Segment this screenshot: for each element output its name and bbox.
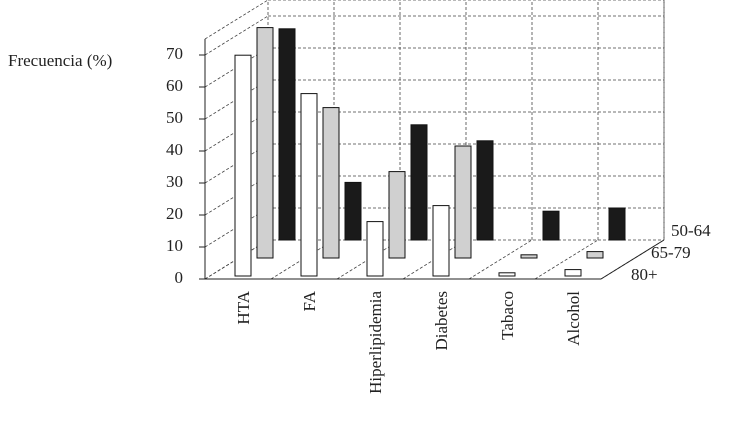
y-tick-label: 40 [166,140,183,159]
bar [322,107,340,259]
bar [366,221,384,277]
y-tick-label: 30 [166,172,183,191]
x-tick-label: Diabetes [432,291,451,350]
bar [498,272,516,277]
bar [300,93,318,277]
y-tick-label: 10 [166,236,183,255]
axis-line [600,239,665,280]
y-tick-label: 20 [166,204,183,223]
floor-divider [534,239,599,280]
bar [432,205,450,277]
wall-edge [204,0,269,40]
bar [388,171,406,259]
x-tick-label: HTA [234,290,253,324]
bar [344,181,362,241]
y-tick-label: 50 [166,108,183,127]
legend-label: 80+ [631,265,658,284]
y-tick-label: 60 [166,76,183,95]
bar [234,54,252,277]
bar [586,251,604,259]
bar [454,145,472,259]
bar [564,269,582,277]
bar [410,124,428,241]
bar [542,210,560,241]
legend-label: 50-64 [671,221,711,240]
bar [476,140,494,241]
legend-label: 65-79 [651,243,691,262]
grid-line [204,15,269,56]
x-tick-label: Tabaco [498,291,517,340]
y-axis-label: Frecuencia (%) [8,51,112,70]
bar [608,207,626,241]
floor-divider [468,239,533,280]
x-tick-label: Hiperlipidemia [366,291,385,394]
x-tick-label: FA [300,290,319,311]
bar [520,254,538,259]
y-tick-label: 0 [175,268,184,287]
x-tick-label: Alcohol [564,291,583,346]
y-tick-label: 70 [166,44,183,63]
bar [256,27,274,259]
bar [278,28,296,241]
